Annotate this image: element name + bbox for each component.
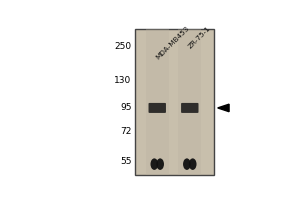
Ellipse shape xyxy=(189,158,196,170)
Bar xyxy=(135,29,214,175)
Text: 55: 55 xyxy=(120,157,132,166)
Polygon shape xyxy=(218,104,229,112)
Bar xyxy=(178,29,201,175)
Ellipse shape xyxy=(151,158,158,170)
Text: 72: 72 xyxy=(120,127,132,136)
Text: MDA-MB453: MDA-MB453 xyxy=(155,26,190,61)
Ellipse shape xyxy=(183,158,191,170)
FancyBboxPatch shape xyxy=(181,103,199,113)
Text: 250: 250 xyxy=(115,42,132,51)
Bar xyxy=(146,29,169,175)
Ellipse shape xyxy=(156,158,164,170)
Text: 130: 130 xyxy=(114,76,132,85)
Text: ZR-75-1: ZR-75-1 xyxy=(188,26,212,50)
FancyBboxPatch shape xyxy=(148,103,166,113)
Text: 95: 95 xyxy=(120,103,132,112)
